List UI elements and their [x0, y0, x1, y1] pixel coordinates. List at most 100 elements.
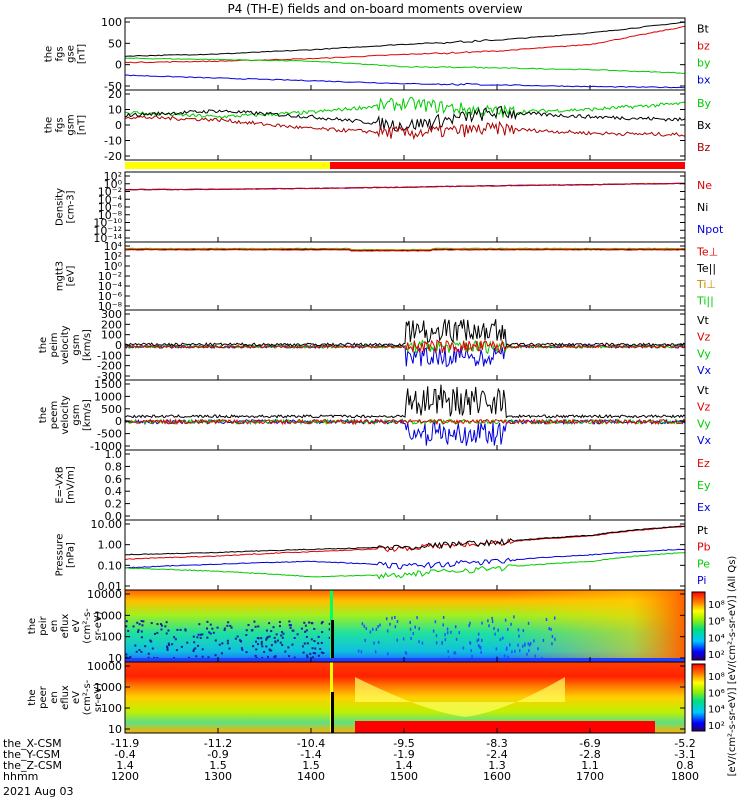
ion-spectrogram-speck: [396, 619, 399, 623]
x-row-value: -0.9: [207, 748, 228, 761]
y-axis-label: (cm²-s-: [82, 679, 93, 715]
legend-entry: Vx: [697, 434, 712, 447]
ion-spectrogram-speck: [305, 629, 308, 632]
y-axis-label: [mV/m]: [66, 466, 77, 504]
ion-spectrogram-speck: [206, 620, 209, 623]
y-tick-label: 0: [115, 119, 122, 132]
ion-spectrogram-speck: [251, 629, 254, 632]
ion-spectrogram-speck: [447, 649, 449, 653]
ion-spectrogram-speck: [453, 651, 455, 655]
ion-spectrogram-speck: [180, 645, 183, 648]
ion-spectrogram-speck: [229, 624, 232, 627]
ion-spectrogram-speck: [314, 647, 317, 650]
ion-spectrogram-speck: [409, 627, 412, 631]
ion-spectrogram-speck: [377, 625, 379, 629]
ion-spectrogram-speck: [309, 652, 312, 655]
ion-spectrogram-speck: [179, 628, 182, 631]
series-Bt: [124, 21, 686, 57]
legend-entry: Bx: [697, 119, 712, 132]
y-tick-label: 10⁻⁴: [98, 280, 123, 293]
legend-entry: Pe: [697, 557, 710, 570]
ion-spectrogram-speck: [278, 621, 281, 624]
ion-spectrogram-speck: [176, 628, 179, 631]
colorbar-tick-label: 10⁴: [708, 705, 725, 716]
legend-entry: Bt: [697, 22, 710, 35]
ion-spectrogram-bottom: [125, 658, 685, 662]
y-axis-label: peim: [49, 332, 60, 357]
y-axis-label: [cm-3]: [66, 190, 77, 223]
y-axis-label: peer: [38, 685, 49, 709]
ion-spectrogram-speck: [414, 625, 416, 629]
legend-entry: Npot: [697, 223, 724, 236]
x-row-label: the_X-CSM: [3, 737, 62, 750]
ion-spectrogram-speck: [263, 650, 266, 653]
ion-spectrogram-speck: [360, 650, 363, 654]
legend-entry: Pt: [697, 524, 709, 537]
ion-spectrogram-speck: [526, 652, 528, 656]
ion-spectrogram-speck: [228, 647, 231, 650]
y-tick-label: 1000: [94, 390, 122, 403]
ion-spectrogram-speck: [470, 649, 473, 653]
ion-spectrogram-speck: [206, 636, 209, 639]
ion-spectrogram-speck: [328, 628, 331, 631]
y-tick-label: 10⁻⁸: [98, 300, 123, 313]
y-tick-label: 0.10: [98, 559, 123, 572]
ion-spectrogram-speck: [281, 631, 284, 634]
ion-spectrogram-speck: [287, 655, 290, 658]
ion-spectrogram-speck: [192, 648, 195, 651]
y-tick-label: -100: [97, 349, 122, 362]
y-axis-label: the: [27, 689, 38, 705]
ion-spectrogram-speck: [218, 643, 221, 646]
ion-spectrogram-speck: [227, 621, 230, 624]
ion-spectrogram-speck: [269, 649, 272, 652]
series-By: [124, 96, 686, 120]
y-tick-label: 10⁰: [104, 260, 123, 273]
x-row-value: 1800: [671, 770, 699, 783]
ion-spectrogram-speck: [274, 656, 277, 659]
x-row-value: -5.2: [674, 737, 695, 750]
legend-entry: Vz: [697, 331, 711, 344]
electron-spectrogram-band-low: [355, 721, 655, 733]
x-row-value: -8.3: [486, 737, 507, 750]
ion-spectrogram-speck: [373, 641, 375, 645]
ion-spectrogram-speck: [545, 618, 548, 622]
ion-spectrogram-speck: [310, 622, 313, 625]
ion-spectrogram-speck: [503, 654, 506, 658]
ion-spectrogram-speck: [387, 652, 389, 656]
ion-spectrogram-speck: [175, 649, 178, 652]
ion-spectrogram-speck: [469, 621, 471, 625]
y-tick-label: 0.8: [105, 460, 123, 473]
ion-spectrogram-speck: [491, 620, 494, 624]
x-row-value: 1500: [390, 770, 418, 783]
ion-spectrogram-speck: [533, 639, 535, 643]
series-Bz: [124, 115, 686, 141]
ion-spectrogram-speck: [255, 648, 258, 651]
ion-spectrogram-speck: [287, 646, 290, 649]
ion-spectrogram-speck: [524, 643, 526, 647]
x-row-value: 1600: [483, 770, 511, 783]
series-el-Vz: [124, 418, 686, 426]
ion-spectrogram-speck: [166, 646, 169, 649]
ion-spectrogram-speck: [149, 639, 152, 642]
series-Pt: [124, 525, 686, 556]
ion-spectrogram-speck: [364, 638, 366, 642]
ion-spectrogram-speck: [260, 637, 263, 640]
ion-spectrogram-speck: [198, 623, 201, 626]
ion-spectrogram-speck: [385, 617, 388, 621]
y-tick-label: 0.6: [105, 473, 123, 486]
x-row-value: -10.4: [297, 737, 325, 750]
ion-spectrogram-speck: [328, 636, 331, 639]
ion-spectrogram-speck: [394, 625, 397, 629]
ion-spectrogram-speck: [374, 650, 377, 654]
x-row-value: -9.5: [393, 737, 414, 750]
ion-spectrogram-speck: [293, 636, 296, 639]
y-axis-label: E=-VxB: [55, 466, 66, 503]
ion-spectrogram-speck: [372, 627, 374, 631]
ion-spectrogram-speck: [135, 650, 138, 653]
ion-spectrogram-speck: [361, 622, 364, 626]
legend-entry: Ti||: [696, 294, 714, 307]
ion-spectrogram-speck: [444, 633, 446, 637]
ion-spectrogram-speck: [125, 625, 128, 628]
legend-entry: Vz: [697, 401, 711, 414]
panel-frame-p7: [124, 449, 686, 521]
